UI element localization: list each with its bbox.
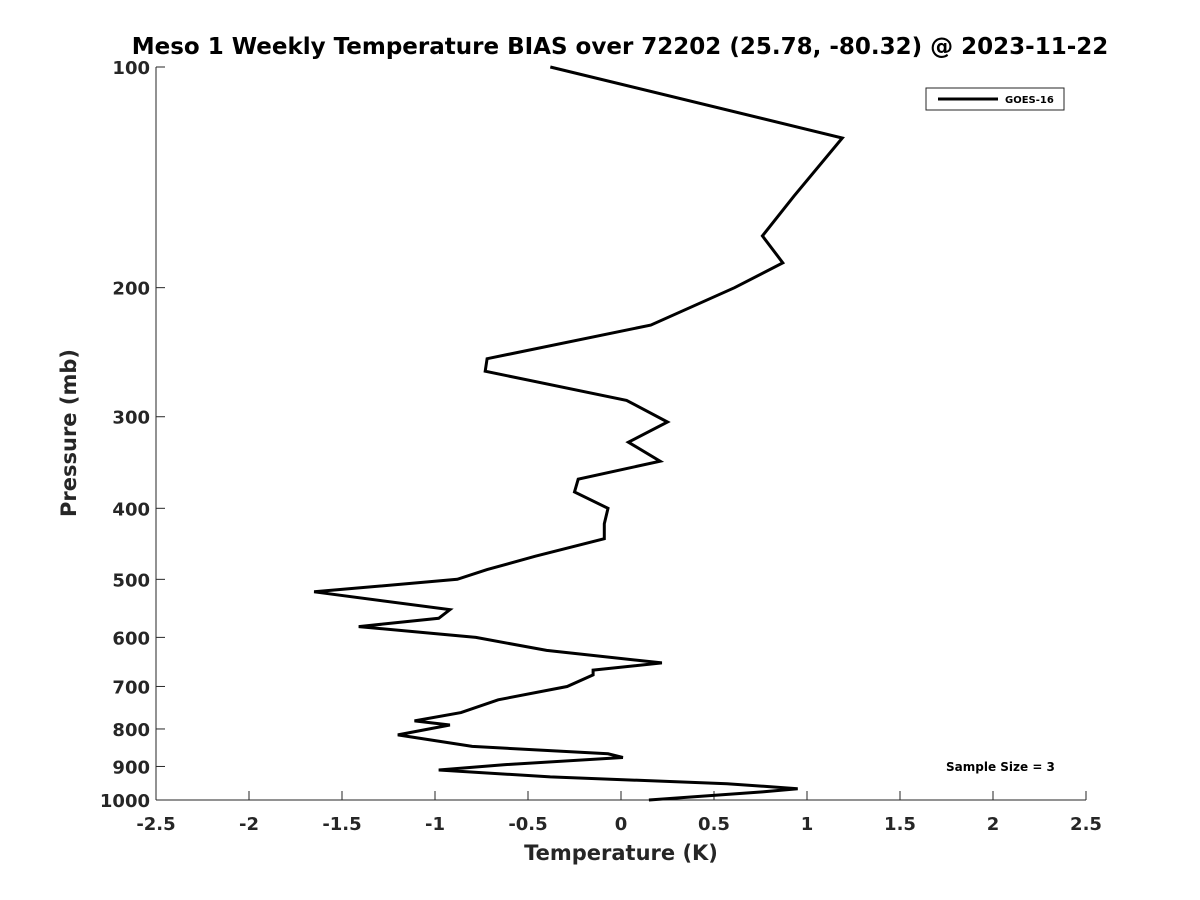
chart-title: Meso 1 Weekly Temperature BIAS over 7220… xyxy=(132,34,1109,60)
x-tick-label: -0.5 xyxy=(508,814,547,835)
y-tick-label: 800 xyxy=(112,720,150,741)
y-tick-label: 100 xyxy=(112,58,150,79)
y-axis-label: Pressure (mb) xyxy=(57,349,81,517)
series-layer xyxy=(313,65,845,802)
y-tick-label: 200 xyxy=(112,279,150,300)
y-tick-label: 700 xyxy=(112,677,150,698)
legend-label-goes-16: GOES-16 xyxy=(1005,95,1054,106)
y-tick-label: 500 xyxy=(112,570,150,591)
x-tick-label: 1.5 xyxy=(884,814,916,835)
y-tick-label: 400 xyxy=(112,499,150,520)
x-tick-label: 1 xyxy=(801,814,814,835)
x-tick-label: 2 xyxy=(987,814,1000,835)
y-ticks: 100 200 300 400 500 600 700 800 900 1000 xyxy=(100,58,165,812)
x-tick-label: -1.5 xyxy=(322,814,361,835)
x-tick-label: -2.5 xyxy=(136,814,175,835)
y-tick-label: 600 xyxy=(112,628,150,649)
x-tick-label: 0 xyxy=(615,814,628,835)
series-line-goes-16 xyxy=(313,65,845,802)
y-tick-label: 1000 xyxy=(100,791,150,812)
sample-size-annotation: Sample Size = 3 xyxy=(946,760,1055,774)
x-tick-label: 2.5 xyxy=(1070,814,1102,835)
x-axis-label: Temperature (K) xyxy=(524,841,718,865)
legend: GOES-16 xyxy=(925,87,1065,111)
y-tick-label: 900 xyxy=(112,757,150,778)
x-tick-label: -2 xyxy=(239,814,259,835)
x-tick-label: -1 xyxy=(425,814,445,835)
x-tick-label: 0.5 xyxy=(698,814,730,835)
x-ticks: -2.5 -2 -1.5 -1 -0.5 0 0.5 1 1.5 2 2.5 xyxy=(136,791,1102,835)
y-tick-label: 300 xyxy=(112,408,150,429)
